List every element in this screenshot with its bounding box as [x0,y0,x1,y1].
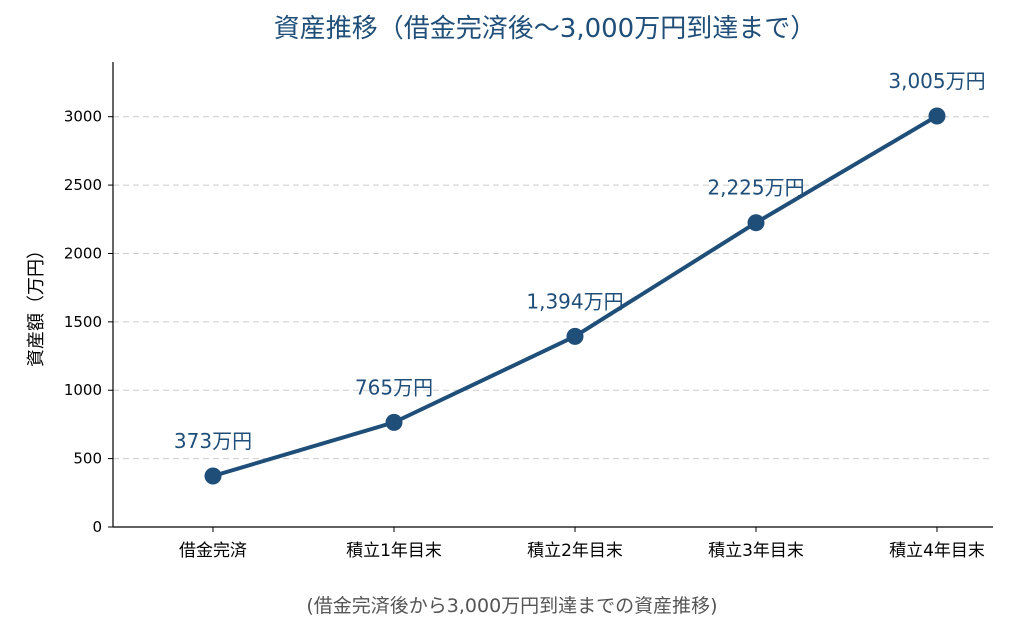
y-axis-label: 資産額（万円） [26,241,47,367]
y-tick-label: 2000 [64,244,102,262]
chart-caption: (借金完済後から3,000万円到達までの資産推移) [306,595,717,617]
x-tick-label: 借金完済 [179,541,247,561]
y-tick-label: 1500 [64,313,102,331]
y-tick-label: 3000 [64,108,102,126]
grid-layer [113,116,993,460]
y-tick-label: 0 [92,518,102,536]
data-point [747,214,765,232]
series-layer [204,107,946,485]
y-tick-label: 1000 [64,381,102,399]
data-label: 3,005万円 [888,69,985,93]
axis-layer [112,62,993,528]
x-tick-label: 積立2年目末 [527,541,623,561]
data-label: 1,394万円 [526,289,623,313]
y-tick-label: 500 [73,450,102,468]
data-point [928,107,946,125]
y-tick-label: 2500 [64,176,102,194]
data-point [385,413,403,431]
x-tick-label: 積立3年目末 [708,541,804,561]
x-tick-layer: 借金完済 積立1年目末 積立2年目末 積立3年目末 積立4年目末 [179,527,985,561]
data-label: 373万円 [174,429,252,453]
chart-title: 資産推移（借金完済後〜3,000万円到達まで） [274,14,816,44]
x-tick-label: 積立4年目末 [889,541,985,561]
data-point [204,467,222,485]
data-label: 765万円 [355,375,433,399]
data-label: 2,225万円 [707,176,804,200]
y-tick-layer: 0 500 1000 1500 2000 2500 3000 [64,108,113,536]
data-label-layer: 373万円 765万円 1,394万円 2,225万円 3,005万円 [174,69,986,453]
x-tick-label: 積立1年目末 [346,541,442,561]
data-point [566,327,584,345]
